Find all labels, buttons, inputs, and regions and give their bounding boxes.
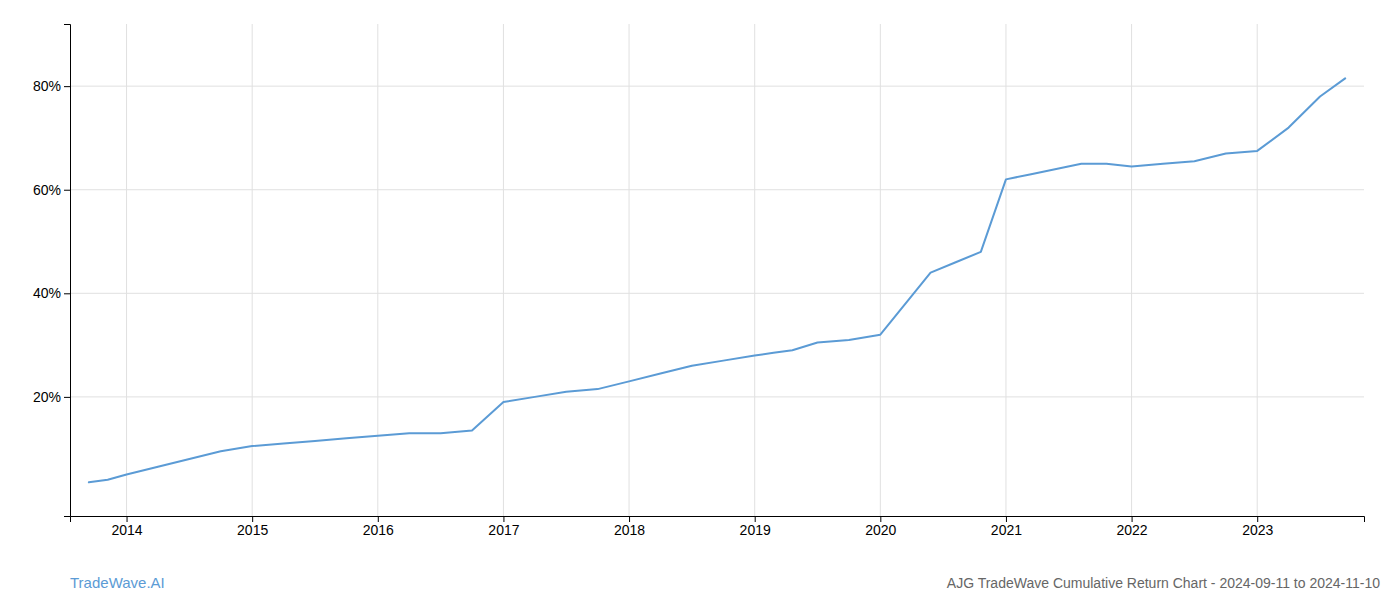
grid-line bbox=[70, 189, 1364, 190]
y-tick: 40% bbox=[33, 285, 70, 301]
y-tick: 60% bbox=[33, 182, 70, 198]
y-tick: 20% bbox=[33, 389, 70, 405]
line bbox=[89, 78, 1345, 482]
x-tick-label: 2018 bbox=[614, 522, 645, 538]
x-tick-label: 2021 bbox=[991, 522, 1022, 538]
y-tick-mark bbox=[64, 190, 70, 191]
x-tick-label: 2016 bbox=[363, 522, 394, 538]
grid-line bbox=[1005, 24, 1006, 516]
x-tick-label: 2014 bbox=[111, 522, 142, 538]
x-tick-label: 2022 bbox=[1117, 522, 1148, 538]
grid-line bbox=[70, 293, 1364, 294]
x-tick: 2023 bbox=[1242, 516, 1273, 538]
grid-line bbox=[629, 24, 630, 516]
x-tick: 2018 bbox=[614, 516, 645, 538]
grid-line bbox=[377, 24, 378, 516]
x-axis: 2014 2015 2016 2017 2018 2019 2020 2021 2022 2023 bbox=[71, 516, 1365, 538]
x-tick-label: 2019 bbox=[740, 522, 771, 538]
y-tick-label: 60% bbox=[33, 182, 61, 198]
x-tick: 2022 bbox=[1117, 516, 1148, 538]
grid bbox=[70, 24, 1364, 516]
y-axis-line bbox=[64, 25, 71, 517]
grid-line bbox=[126, 24, 127, 516]
x-tick: 2021 bbox=[991, 516, 1022, 538]
x-tick-label: 2017 bbox=[488, 522, 519, 538]
grid-line bbox=[1131, 24, 1132, 516]
x-tick-label: 2020 bbox=[865, 522, 896, 538]
grid-line bbox=[1257, 24, 1258, 516]
y-tick-mark bbox=[64, 397, 70, 398]
x-tick: 2020 bbox=[865, 516, 896, 538]
grid-line bbox=[880, 24, 881, 516]
x-tick: 2014 bbox=[111, 516, 142, 538]
grid-line bbox=[754, 24, 755, 516]
y-tick-label: 20% bbox=[33, 389, 61, 405]
y-axis: 20% 40% 60% 80% bbox=[33, 25, 71, 517]
x-tick-label: 2015 bbox=[237, 522, 268, 538]
marks bbox=[89, 78, 1345, 482]
x-tick: 2017 bbox=[488, 516, 519, 538]
y-tick-label: 80% bbox=[33, 78, 61, 94]
chart: 2014 2015 2016 2017 2018 2019 2020 2021 2022 2023… bbox=[0, 0, 1400, 600]
x-tick: 2016 bbox=[363, 516, 394, 538]
y-tick-mark bbox=[64, 293, 70, 294]
grid-line bbox=[252, 24, 253, 516]
footer-left: TradeWave.AI bbox=[70, 574, 165, 591]
y-tick: 80% bbox=[33, 78, 70, 94]
y-tick-label: 40% bbox=[33, 285, 61, 301]
grid-line bbox=[503, 24, 504, 516]
y-tick-mark bbox=[64, 86, 70, 87]
plot: 2014 2015 2016 2017 2018 2019 2020 2021 2022 2023… bbox=[33, 24, 1365, 538]
x-tick: 2015 bbox=[237, 516, 268, 538]
grid-line bbox=[70, 86, 1364, 87]
title: AJG TradeWave Cumulative Return Chart - … bbox=[947, 575, 1380, 591]
x-tick: 2019 bbox=[740, 516, 771, 538]
x-tick-label: 2023 bbox=[1242, 522, 1273, 538]
grid-line bbox=[70, 396, 1364, 397]
